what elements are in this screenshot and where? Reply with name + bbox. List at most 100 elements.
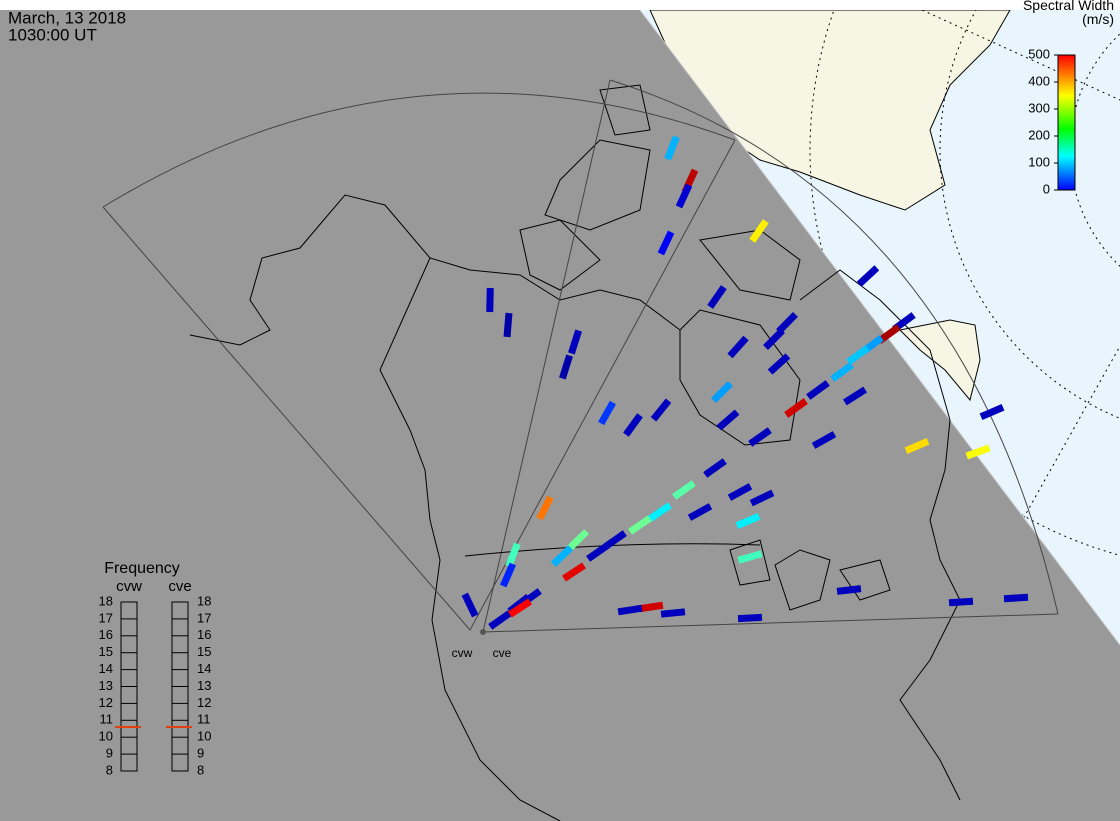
echo bbox=[830, 362, 854, 382]
frequency-tick-label: 9 bbox=[106, 746, 113, 761]
echo bbox=[737, 550, 763, 564]
echo bbox=[763, 328, 785, 350]
frequency-tick-label: 16 bbox=[197, 627, 211, 642]
echo bbox=[638, 601, 664, 613]
colorbar bbox=[1057, 54, 1076, 191]
echo bbox=[603, 530, 627, 550]
echo bbox=[1003, 593, 1029, 603]
frequency-tick-label: 10 bbox=[197, 729, 211, 744]
echo bbox=[664, 135, 680, 161]
coastlines bbox=[189, 84, 961, 821]
frequency-tick-label: 13 bbox=[99, 678, 113, 693]
echo bbox=[767, 353, 791, 375]
echo bbox=[737, 613, 763, 623]
frequency-title: Frequency bbox=[104, 560, 180, 577]
echo bbox=[650, 398, 672, 422]
echo bbox=[979, 404, 1005, 420]
radar-site bbox=[480, 629, 486, 635]
echo bbox=[550, 545, 574, 567]
frequency-tick-label: 9 bbox=[197, 746, 204, 761]
radar-name: cvw bbox=[116, 578, 142, 595]
echo bbox=[559, 354, 573, 380]
echo bbox=[648, 502, 672, 522]
echo bbox=[811, 431, 837, 449]
echo bbox=[856, 265, 880, 287]
frequency-tick-label: 13 bbox=[197, 678, 211, 693]
echo bbox=[672, 480, 696, 500]
echo bbox=[660, 608, 686, 618]
echo bbox=[846, 345, 870, 365]
echo bbox=[508, 598, 532, 618]
radar-site-label: cve bbox=[493, 646, 512, 660]
echo bbox=[503, 312, 513, 338]
echo bbox=[598, 400, 616, 426]
terminator bbox=[639, 9, 1120, 646]
echo bbox=[735, 513, 761, 529]
echo bbox=[586, 542, 610, 562]
echo bbox=[904, 438, 930, 454]
echo bbox=[707, 285, 727, 309]
frequency-tick-label: 14 bbox=[197, 661, 211, 676]
echo bbox=[623, 413, 643, 437]
echo bbox=[877, 324, 901, 344]
frequency-tick-label: 15 bbox=[99, 644, 113, 659]
echo bbox=[657, 230, 675, 256]
echo bbox=[505, 542, 521, 568]
colorbar-tick-label: 400 bbox=[1028, 73, 1050, 88]
echo bbox=[568, 329, 582, 355]
radar-site-label: cvw bbox=[452, 646, 473, 660]
frequency-tick-label: 12 bbox=[99, 695, 113, 710]
frequency-tick-label: 14 bbox=[99, 661, 113, 676]
echo bbox=[675, 183, 693, 209]
echo bbox=[749, 489, 775, 507]
echo bbox=[776, 311, 798, 335]
echo bbox=[703, 458, 727, 478]
frequency-tick-label: 15 bbox=[197, 644, 211, 659]
echo bbox=[628, 515, 652, 535]
echo bbox=[499, 562, 517, 588]
colorbar-tick-label: 200 bbox=[1028, 127, 1050, 142]
colorbar-title: Spectral Width (m/s) bbox=[1022, 0, 1114, 27]
echo bbox=[806, 380, 830, 400]
echo bbox=[836, 585, 862, 595]
echo bbox=[711, 381, 733, 403]
colorbar-tick-label: 300 bbox=[1028, 100, 1050, 115]
radar-fov bbox=[102, 79, 1059, 633]
echo bbox=[486, 287, 494, 313]
echo bbox=[716, 409, 740, 431]
frequency-tick-label: 17 bbox=[99, 610, 113, 625]
frequency-tick-label: 18 bbox=[197, 593, 211, 608]
echo bbox=[748, 427, 772, 447]
time: 1030:00 UT bbox=[8, 25, 97, 44]
echo bbox=[727, 335, 749, 359]
echo bbox=[562, 562, 586, 582]
frequency-tick-label: 10 bbox=[99, 729, 113, 744]
frequency-tick-label: 16 bbox=[99, 627, 113, 642]
frequency-tick-label: 18 bbox=[99, 593, 113, 608]
echo bbox=[948, 597, 974, 607]
colorbar-tick-label: 500 bbox=[1028, 46, 1050, 61]
latitude-line bbox=[464, 543, 761, 557]
frequency-tick-label: 11 bbox=[197, 712, 211, 727]
echo bbox=[617, 604, 643, 616]
colorbar-tick-label: 100 bbox=[1028, 154, 1050, 169]
echo bbox=[749, 219, 769, 243]
frequency-tick-label: 8 bbox=[197, 762, 204, 777]
echo bbox=[842, 386, 868, 406]
echo bbox=[536, 495, 554, 521]
top-strip bbox=[0, 0, 1120, 10]
echo bbox=[965, 444, 991, 460]
echo bbox=[566, 529, 590, 551]
colorbar-tick-label: 0 bbox=[1043, 181, 1050, 196]
radar-name: cve bbox=[168, 578, 191, 595]
echo bbox=[687, 503, 713, 521]
date: March, 13 2018 bbox=[8, 8, 126, 27]
echo bbox=[784, 398, 808, 418]
frequency-tick-label: 17 bbox=[197, 610, 211, 625]
frequency-tick-label: 8 bbox=[106, 762, 113, 777]
frequency-tick-label: 11 bbox=[100, 712, 114, 727]
frequency-tick-label: 12 bbox=[197, 695, 211, 710]
echo bbox=[488, 610, 512, 630]
